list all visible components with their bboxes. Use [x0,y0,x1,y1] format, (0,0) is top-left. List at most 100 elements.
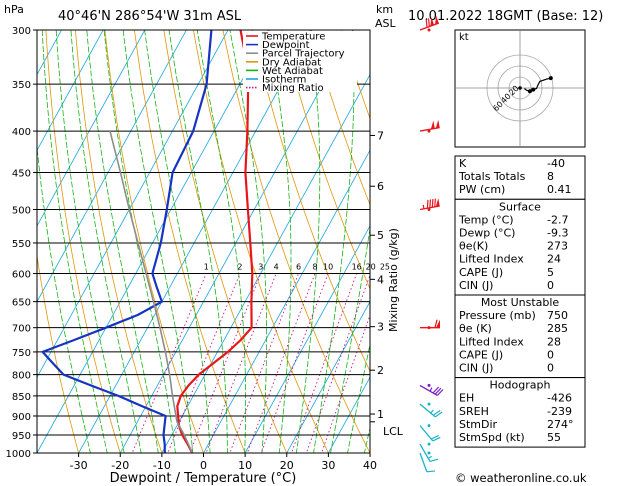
isotherm-line [37,30,146,227]
hodograph-table-row-label: EH [459,392,474,405]
surface-row-value: 24 [547,253,561,266]
most-unstable-row-value: 750 [547,309,568,322]
wind-barb [419,198,440,211]
pressure-tick-label: 750 [12,348,31,359]
wet-adiabat-line [55,30,125,453]
temperature-tick-label: 40 [363,459,377,472]
isotherm-line [37,30,187,303]
wind-barb [419,451,436,473]
units-asl-label: ASL [375,17,397,30]
mixing-ratio-line [229,273,299,453]
temperature-tick-label: -20 [111,459,129,472]
hodograph-marker [531,87,536,92]
mixing-ratio-label: 16 [352,263,362,272]
series-temperature [176,30,254,453]
pressure-tick-label: 900 [12,412,31,423]
hodograph-unit-label: kt [459,32,469,43]
mixing-ratio-label: 2 [237,263,242,272]
height-tick-label: 2 [377,364,384,377]
wind-barb [419,383,444,396]
wind-barbs [419,15,444,473]
datetime-title: 10.01.2022 18GMT (Base: 12) [408,9,603,24]
most-unstable-row-value: 0 [547,362,554,375]
hodograph-table-row-label: SREH [459,405,489,418]
pressure-tick-label: 500 [12,205,31,216]
mixing-ratio-line [167,273,241,453]
surface-row-value: -9.3 [547,227,568,240]
pressure-tick-label: 350 [12,80,31,91]
hodograph-table-row-value: 55 [547,431,561,444]
surface-row-label: Dewp (°C) [459,227,515,240]
mixing-ratio-line [189,273,262,453]
hodograph-table-row-value: -426 [547,392,572,405]
pressure-tick-label: 550 [12,239,31,250]
mixing-ratio-line [305,274,370,453]
wet-adiabat-line [103,30,176,453]
indices-row-value: -40 [547,157,565,170]
x-axis-label: Dewpoint / Temperature (°C) [110,471,297,486]
temperature-tick-label: -30 [70,459,88,472]
mixing-ratio-line [291,273,358,453]
pressure-tick-label: 950 [12,431,31,442]
mixing-ratio-line [131,273,207,453]
indices-row-value: 8 [547,170,554,183]
mixing-ratio-label: 6 [296,263,301,272]
legend-entry: Wet Adiabat [262,66,323,77]
wind-barb [419,402,443,418]
surface-title: Surface [499,200,541,213]
indices-row-label: K [459,157,467,170]
legend-entry: Isotherm [262,75,306,86]
mixing-ratio-label: 25 [380,263,390,272]
legend-entry: Mixing Ratio [262,83,324,94]
temperature-tick-label: 10 [238,459,252,472]
hodograph-table-row-value: 274° [547,418,574,431]
stability-tables: K -40 Totals Totals 8 PW (cm) 0.41 SurfaceTemp… [454,155,586,448]
most-unstable-row-label: Lifted Index [459,335,524,348]
most-unstable-row-value: 0 [547,348,554,361]
mixing-ratio-label: 4 [274,263,279,272]
height-axis: 7 6 5 4 3 2 1 LCL [370,129,404,438]
temperature-tick-label: 20 [280,459,294,472]
surface-row-label: θe(K) [459,240,488,253]
temperature-tick-label: -10 [153,459,171,472]
pressure-tick-label: 700 [12,324,31,335]
surface-row-value: 273 [547,240,568,253]
pressure-tick-label: 650 [12,298,31,309]
wind-barb [420,319,440,330]
dry-adiabat-line [340,30,370,120]
isotherm-line [37,30,104,152]
height-tick-label: 7 [377,129,384,142]
series-dewpoint [41,30,213,453]
hodograph-table-row-value: -239 [547,405,572,418]
hodograph-table-title: Hodograph [490,379,551,392]
most-unstable-row-label: CAPE (J) [459,348,503,361]
most-unstable-title: Most Unstable [481,296,560,309]
temperature-tick-label: 30 [321,459,335,472]
most-unstable-row-label: θe (K) [459,322,492,335]
indices-row-label: Totals Totals [458,170,526,183]
mixing-ratio-axis-label: Mixing Ratio (g/kg) [387,228,400,332]
most-unstable-row-value: 28 [547,335,561,348]
indices-row-label: PW (cm) [459,183,505,196]
pressure-tick-label: 1000 [6,449,31,460]
isotherm-line [37,30,229,379]
wet-adiabat-line [347,342,370,453]
dry-adiabat-line [104,30,204,453]
surface-row-value: 0 [547,279,554,292]
profile-lines [41,30,254,453]
wind-barb [419,119,440,133]
legend-entry: Temperature [261,32,325,43]
mixing-ratio-label: 3 [258,263,263,272]
location-title: 40°46'N 286°54'W 31m ASL [58,9,242,24]
dry-adiabat-line [281,30,370,290]
dry-adiabat-line [603,0,629,470]
hodograph-trace [524,77,551,92]
height-tick-label: 6 [377,180,384,193]
dry-adiabat-line [310,30,370,206]
wind-barb [419,15,440,32]
isotherm-line [286,300,370,453]
mixing-ratio-label: 1 [204,263,209,272]
